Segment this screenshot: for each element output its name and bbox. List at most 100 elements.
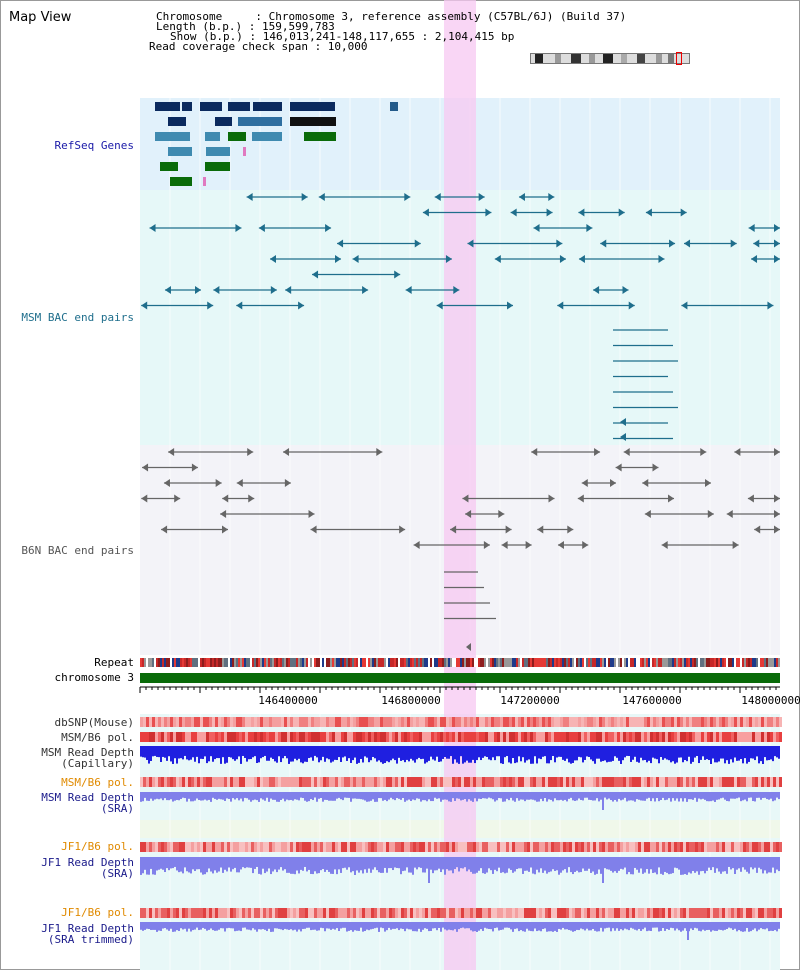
heatmap-cell <box>749 908 752 918</box>
read-depth-bar <box>622 792 624 800</box>
read-depth-bar <box>658 857 660 868</box>
heatmap-cell <box>290 908 293 918</box>
heatmap-cell <box>620 732 623 742</box>
read-depth-bar <box>708 746 710 761</box>
read-depth-bar <box>220 857 222 868</box>
heatmap-cell <box>401 842 404 852</box>
read-depth-bar <box>700 746 702 760</box>
heatmap-cell <box>755 777 758 787</box>
heatmap-cell <box>575 732 578 742</box>
read-depth-bar <box>594 857 596 875</box>
read-depth-bar <box>160 792 162 799</box>
heatmap-cell <box>323 717 326 727</box>
read-depth-bar <box>148 857 150 875</box>
heatmap-cell <box>464 717 467 727</box>
read-depth-bar <box>586 922 588 929</box>
read-depth-bar <box>608 746 610 762</box>
read-depth-bar <box>510 857 512 870</box>
heatmap-cell <box>224 732 227 742</box>
read-depth-bar <box>242 792 244 802</box>
heatmap-cell <box>752 717 755 727</box>
read-depth-bar <box>490 746 492 761</box>
heatmap-cell <box>236 777 239 787</box>
repeat-feature <box>482 658 484 667</box>
chromosome-ideogram[interactable] <box>530 52 690 65</box>
read-depth-bar <box>238 792 240 801</box>
heatmap-cell <box>191 842 194 852</box>
heatmap-cell <box>770 717 773 727</box>
heatmap-cell <box>587 717 590 727</box>
heatmap-cell <box>725 717 728 727</box>
repeat-feature <box>704 658 706 667</box>
repeat-feature <box>236 658 238 667</box>
heatmap-cell <box>188 777 191 787</box>
repeat-feature <box>726 658 728 667</box>
heatmap-cell <box>404 842 407 852</box>
track-label-msm-bac[interactable]: MSM BAC end pairs <box>21 311 134 324</box>
heatmap-cell <box>734 777 737 787</box>
repeat-feature <box>178 658 180 667</box>
heatmap-cell <box>269 908 272 918</box>
read-depth-bar <box>268 746 270 761</box>
heatmap-cell <box>329 777 332 787</box>
read-depth-bar <box>740 857 742 872</box>
read-depth-bar <box>456 922 458 932</box>
read-depth-bar <box>516 792 518 799</box>
read-depth-bar <box>292 792 294 801</box>
heatmap-cell <box>374 908 377 918</box>
heatmap-cell <box>680 908 683 918</box>
read-depth-bar <box>340 857 342 873</box>
track-label-b6n-bac[interactable]: B6N BAC end pairs <box>21 544 134 557</box>
heatmap-cell <box>668 842 671 852</box>
read-depth-bar <box>288 792 290 801</box>
heatmap-cell <box>251 777 254 787</box>
heatmap-cell <box>356 842 359 852</box>
read-depth-bar <box>506 857 508 873</box>
read-depth-bar <box>486 857 488 873</box>
heatmap-cell <box>293 908 296 918</box>
heatmap-cell <box>182 842 185 852</box>
track-label-msm-depth-cap: MSM Read Depth <box>41 746 134 759</box>
heatmap-cell <box>683 717 686 727</box>
heatmap-cell <box>266 842 269 852</box>
read-depth-bar <box>456 857 458 868</box>
read-depth-bar <box>416 792 418 799</box>
read-depth-bar <box>690 922 692 929</box>
read-depth-bar <box>342 792 344 801</box>
heatmap-cell <box>401 908 404 918</box>
read-depth-bar <box>186 746 188 760</box>
repeat-feature <box>746 658 748 667</box>
read-depth-bar <box>140 857 142 875</box>
read-depth-bar <box>416 857 418 870</box>
heatmap-cell <box>560 777 563 787</box>
heatmap-cell <box>332 777 335 787</box>
read-depth-bar <box>630 746 632 762</box>
heatmap-cell <box>497 908 500 918</box>
heatmap-cell <box>476 777 479 787</box>
read-depth-bar <box>328 792 330 801</box>
repeat-feature <box>454 658 456 667</box>
heatmap-cell <box>329 842 332 852</box>
read-depth-bar <box>722 746 724 759</box>
read-depth-bar <box>282 792 284 799</box>
repeat-feature <box>216 658 218 667</box>
read-depth-bar <box>316 792 318 802</box>
read-depth-bar <box>444 922 446 930</box>
read-depth-bar <box>724 922 726 930</box>
track-label-refseq[interactable]: RefSeq Genes <box>54 139 134 152</box>
read-depth-bar <box>448 857 450 871</box>
repeat-feature <box>426 658 428 667</box>
heatmap-cell <box>359 842 362 852</box>
read-depth-bar <box>182 857 184 874</box>
read-depth-bar <box>192 922 194 931</box>
heatmap-cell <box>383 777 386 787</box>
read-depth-bar <box>426 792 428 802</box>
read-depth-bar <box>248 857 250 868</box>
read-depth-bar <box>200 857 202 873</box>
read-depth-bar <box>396 857 398 869</box>
heatmap-cell <box>209 777 212 787</box>
read-depth-bar <box>532 792 534 800</box>
read-depth-bar <box>176 922 178 931</box>
heatmap-cell <box>338 908 341 918</box>
